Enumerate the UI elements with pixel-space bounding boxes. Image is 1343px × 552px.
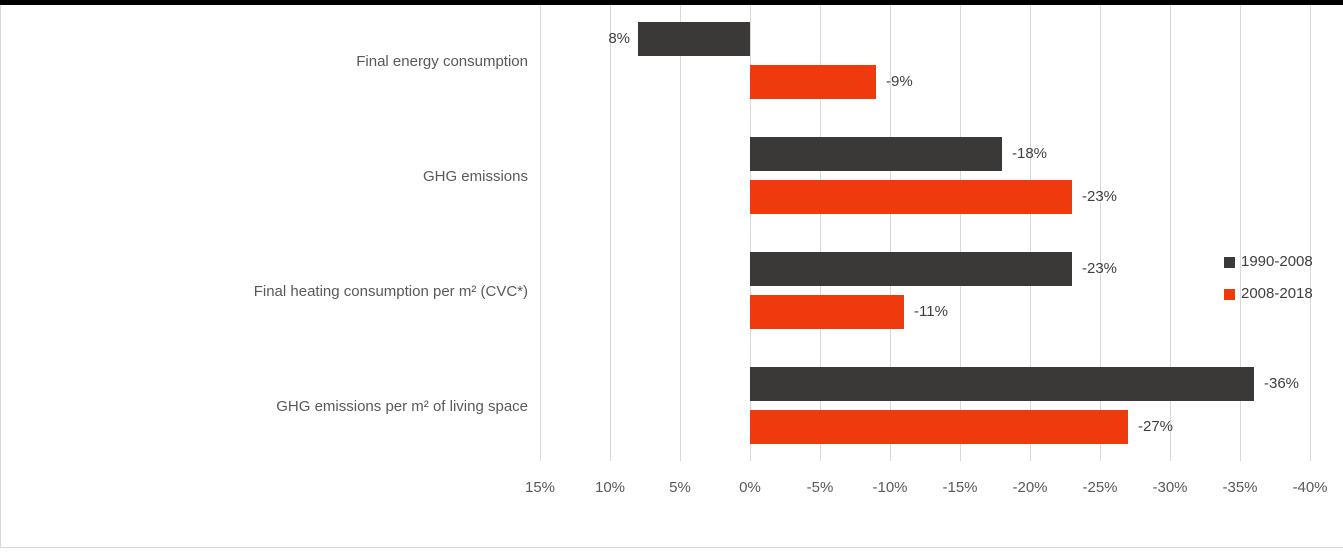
bar-1990-2008	[750, 252, 1072, 286]
data-label: 8%	[608, 30, 630, 47]
bar-1990-2008	[750, 137, 1002, 171]
bar-1990-2008	[750, 367, 1254, 401]
gridline	[610, 5, 611, 461]
x-axis-tick-label: 5%	[669, 479, 691, 496]
bar-2008-2018	[750, 180, 1072, 214]
legend-item-2008-2018: 2008-2018	[1224, 284, 1313, 304]
bar-2008-2018	[750, 295, 904, 329]
data-label: -27%	[1138, 418, 1174, 435]
gridline	[750, 5, 751, 461]
x-axis-tick-label: -20%	[1012, 479, 1048, 496]
gridline	[890, 5, 891, 461]
bar-1990-2008	[638, 22, 750, 56]
gridline	[1030, 5, 1031, 461]
data-label: -36%	[1264, 375, 1300, 392]
legend-label: 2008-2018	[1241, 285, 1313, 302]
gridline	[1240, 5, 1241, 461]
data-label: -9%	[886, 73, 913, 90]
legend-swatch-icon	[1224, 256, 1235, 268]
bar-2008-2018	[750, 65, 876, 99]
gridline	[1100, 5, 1101, 461]
x-axis-tick-label: 10%	[594, 479, 626, 496]
x-axis-tick-label: -40%	[1292, 479, 1328, 496]
x-axis-tick-label: -10%	[872, 479, 908, 496]
x-axis-tick-label: -15%	[942, 479, 978, 496]
data-label: -18%	[1012, 145, 1048, 162]
legend-swatch-icon	[1224, 288, 1235, 300]
bar-2008-2018	[750, 410, 1128, 444]
gridline	[1170, 5, 1171, 461]
category-label: Final heating consumption per m² (CVC*)	[253, 283, 528, 300]
x-axis-tick-label: 15%	[524, 479, 556, 496]
data-label: -23%	[1082, 188, 1118, 205]
gridline	[960, 5, 961, 461]
legend: 1990-2008 2008-2018	[1224, 252, 1313, 316]
x-axis-tick-label: -35%	[1222, 479, 1258, 496]
top-black-bar	[0, 0, 1343, 5]
gridline	[1310, 5, 1311, 461]
category-label: GHG emissions per m² of living space	[276, 398, 528, 415]
chart-border-left	[0, 5, 1, 548]
data-label: -11%	[914, 303, 948, 320]
data-label: -23%	[1082, 260, 1118, 277]
gridline	[540, 5, 541, 461]
x-axis-tick-label: -30%	[1152, 479, 1188, 496]
x-axis-tick-label: 0%	[739, 479, 761, 496]
x-axis-tick-label: -25%	[1082, 479, 1118, 496]
category-label: Final energy consumption	[356, 53, 528, 70]
category-label: GHG emissions	[422, 168, 528, 185]
gridline	[680, 5, 681, 461]
legend-item-1990-2008: 1990-2008	[1224, 252, 1313, 272]
x-axis-tick-label: -5%	[806, 479, 834, 496]
legend-label: 1990-2008	[1241, 253, 1313, 270]
chart-border-bottom	[0, 547, 1343, 548]
gridline	[820, 5, 821, 461]
